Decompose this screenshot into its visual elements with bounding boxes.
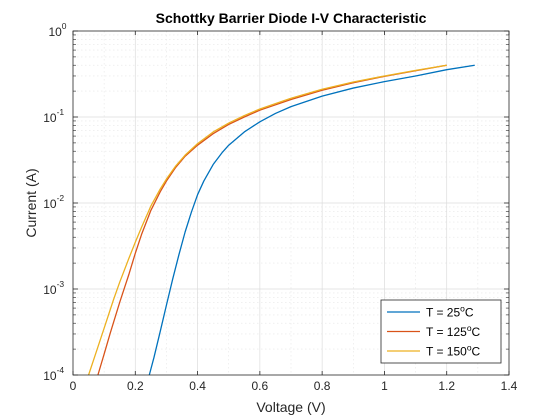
series-line [97,64,447,376]
y-tick-label: 10 -4 [43,365,64,383]
legend-label: T = 150oC [426,343,481,359]
x-tick-label: 1.4 [501,379,518,393]
y-tick-exponent: -2 [57,193,65,203]
x-tick-label: 1.2 [438,379,455,393]
x-tick-labels: 0 0.2 0.4 0.6 0.8 1 1.2 1.4 [70,379,518,393]
x-tick-label: 0.8 [314,379,331,393]
y-tick-base: 10 [48,25,62,39]
legend-label: T = 125oC [426,323,481,339]
y-tick-label: 10 0 [48,21,66,39]
tick-marks [72,30,510,376]
x-tick-label: 0 [70,379,77,393]
y-tick-exponent: -4 [57,365,65,375]
legend-item: T = 125oC [387,323,481,339]
y-tick-base: 10 [43,369,57,383]
y-tick-label: 10 -2 [43,193,64,211]
legend-item: T = 150oC [387,343,481,359]
x-tick-label: 0.4 [189,379,206,393]
x-axis-label: Voltage (V) [256,399,325,415]
y-tick-exponent: -3 [57,279,65,289]
y-tick-label: 10 -3 [43,279,64,297]
y-tick-label: 10 -1 [43,107,64,125]
y-axis-label: Current (A) [23,168,39,237]
y-tick-base: 10 [43,283,57,297]
x-tick-label: 1 [381,379,388,393]
chart-title: Schottky Barrier Diode I-V Characteristi… [156,10,427,26]
legend-item: T = 25oC [387,304,474,320]
y-tick-base: 10 [43,197,57,211]
series-line [148,64,475,376]
x-tick-label: 0.2 [127,379,144,393]
legend-label: T = 25oC [426,304,474,320]
series-layer [87,64,475,376]
y-tick-exponent: -1 [57,107,65,117]
y-tick-base: 10 [43,111,57,125]
series-line [87,64,447,376]
legend: T = 25oC T = 125oC T = 150oC [380,299,502,364]
y-tick-exponent: 0 [62,21,67,31]
x-tick-label: 0.6 [252,379,269,393]
